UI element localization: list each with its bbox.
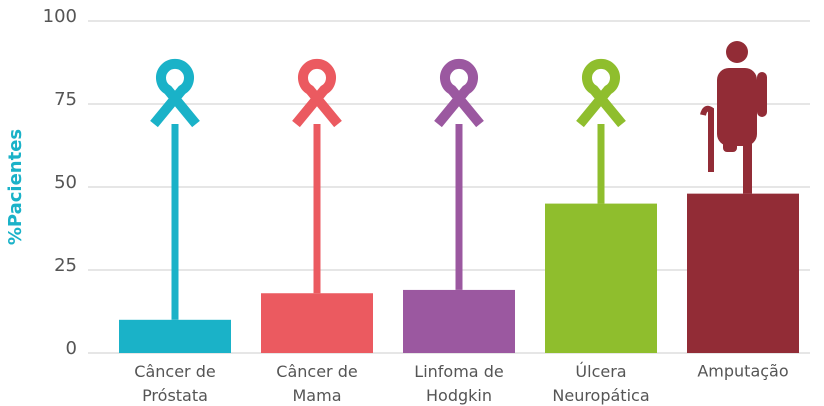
- x-tick-label: Úlcera Neuropática: [552, 362, 649, 405]
- bar: [403, 289, 515, 353]
- x-tick-label-line: Úlcera: [575, 362, 626, 381]
- y-tick-label: 75: [54, 89, 77, 110]
- y-tick-label: 100: [43, 6, 77, 27]
- bar: [261, 293, 373, 353]
- y-axis-label: %Pacientes: [5, 129, 26, 245]
- y-tick-label: 25: [54, 255, 77, 276]
- x-tick-label-line: Câncer de: [276, 362, 357, 381]
- x-tick-label: Câncer de Próstata: [134, 362, 215, 405]
- bar: [687, 193, 799, 353]
- arm: [757, 72, 767, 117]
- x-tick-label-line: Linfoma de: [414, 362, 503, 381]
- ribbon: [292, 58, 342, 128]
- ribbon: [576, 58, 626, 128]
- ribbon-icon: [434, 58, 484, 290]
- torso: [717, 68, 757, 146]
- cane: [700, 105, 714, 172]
- y-tick-label: 50: [54, 172, 77, 193]
- x-tick-label-line: Neuropática: [552, 386, 649, 405]
- x-tick-label-line: Mama: [293, 386, 342, 405]
- bar: [119, 319, 231, 353]
- x-tick-label: Amputação: [697, 362, 788, 381]
- ribbon-icon: [150, 58, 200, 320]
- stump: [723, 140, 737, 152]
- ribbon-icon: [576, 58, 626, 204]
- leg: [743, 140, 752, 194]
- x-tick-label: Câncer de Mama: [276, 362, 357, 405]
- y-tick-label: 0: [66, 338, 77, 359]
- bar: [545, 203, 657, 353]
- ribbon: [434, 58, 484, 128]
- x-tick-label-line: Próstata: [142, 386, 208, 405]
- x-tick-label-line: Hodgkin: [426, 386, 492, 405]
- x-tick-label-line: Câncer de: [134, 362, 215, 381]
- ribbon: [150, 58, 200, 128]
- ribbon-icon: [292, 58, 342, 294]
- amputee-icon: [700, 41, 767, 194]
- x-tick-label: Linfoma de Hodgkin: [414, 362, 503, 405]
- head: [726, 41, 748, 63]
